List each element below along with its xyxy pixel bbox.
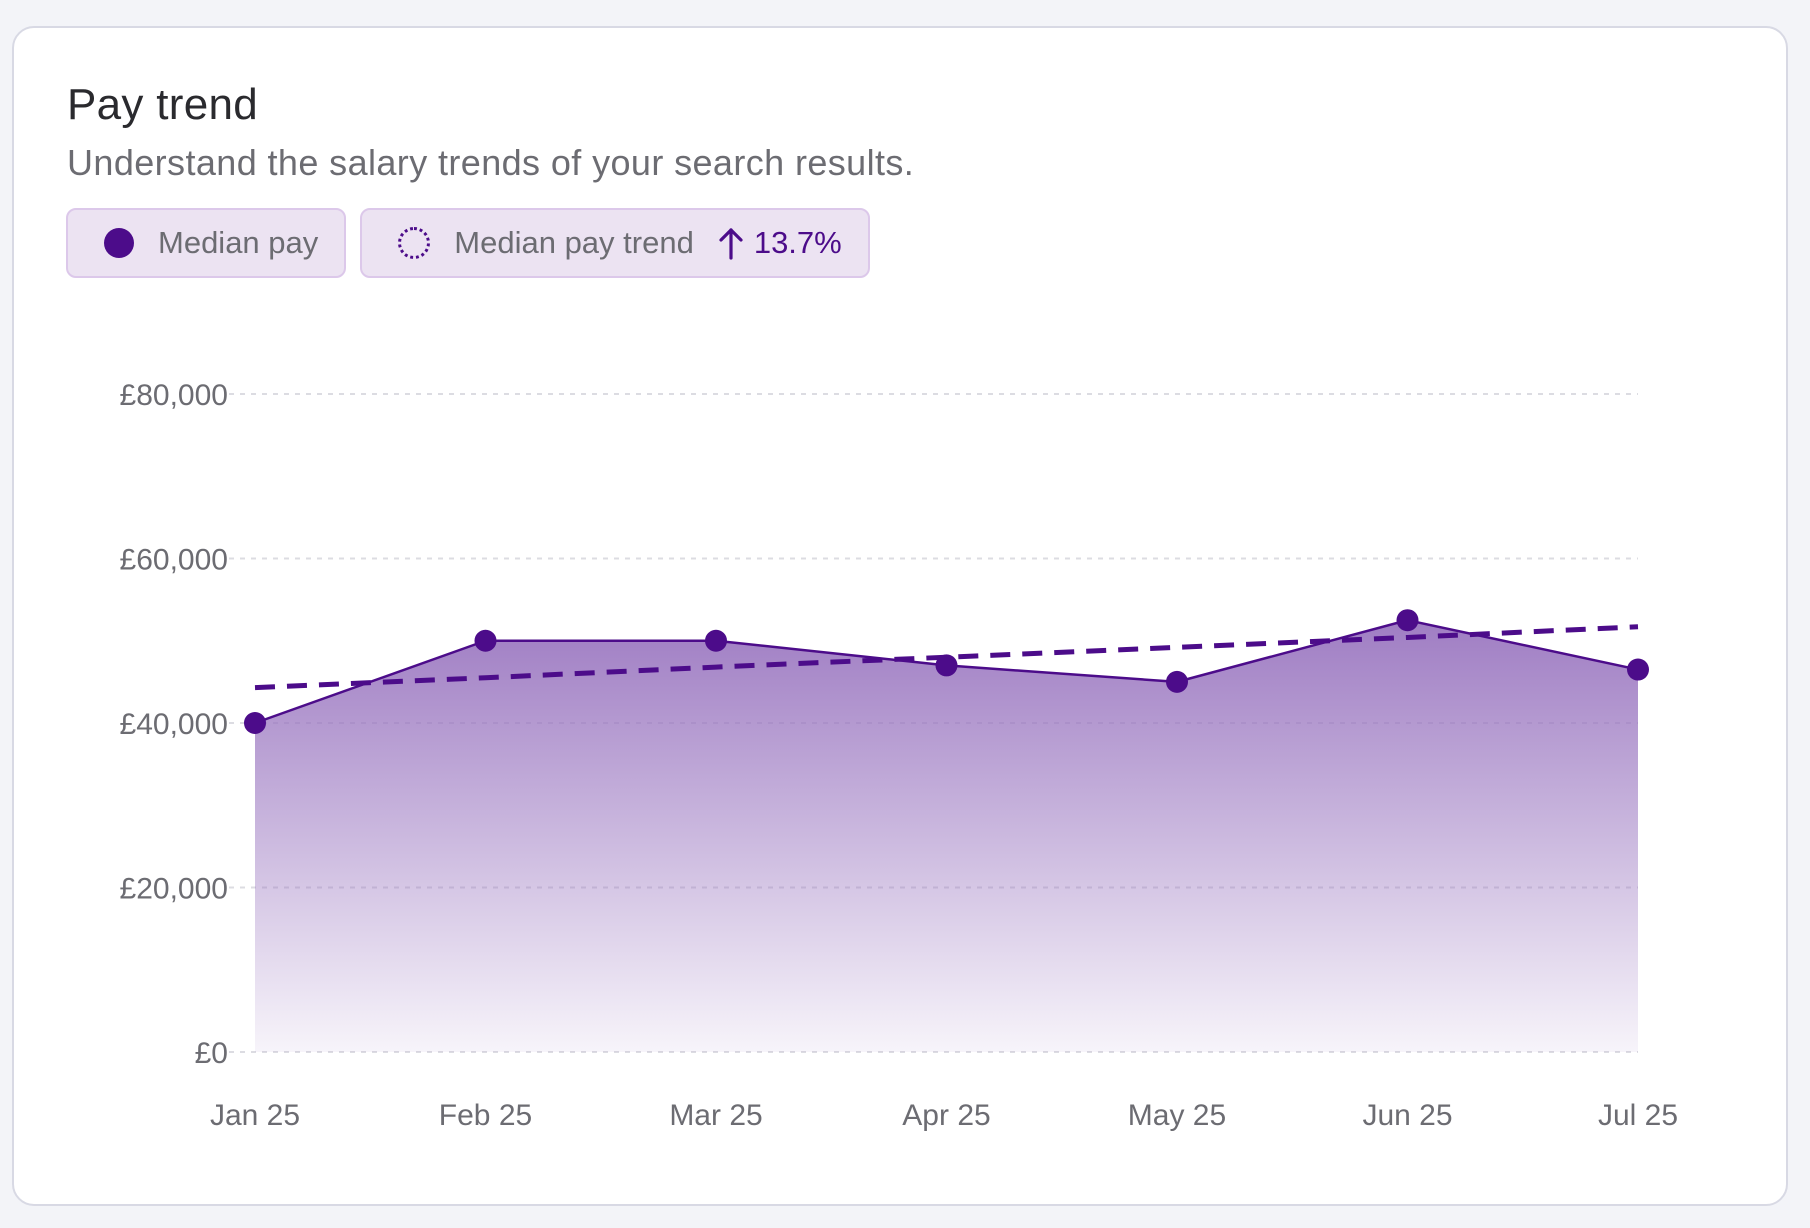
x-tick-label: Apr 25 [902, 1099, 990, 1132]
chart-legend: Median pay Median pay trend 13.7% [66, 208, 870, 278]
card-subtitle: Understand the salary trends of your sea… [67, 142, 915, 183]
median-pay-point [1627, 658, 1649, 681]
x-tick-label: May 25 [1128, 1099, 1226, 1132]
pay-trend-chart: £0 £20,000 £40,000 £60,000 £80,000 Jan 25 Feb … [120, 379, 1678, 1132]
median-pay-point [705, 629, 727, 652]
legend-trend-label: Median pay trend [454, 225, 694, 260]
card-title: Pay trend [67, 80, 259, 129]
y-tick-label: £60,000 [120, 544, 228, 577]
y-tick-label: £0 [195, 1037, 228, 1070]
x-tick-label: Feb 25 [439, 1099, 532, 1132]
median-pay-point [935, 654, 958, 677]
legend-median-pay-label: Median pay [158, 225, 319, 260]
trend-change-value: 13.7% [753, 225, 842, 260]
legend-median-pay-trend[interactable]: Median pay trend 13.7% [360, 208, 870, 278]
x-tick-label: Jun 25 [1362, 1099, 1452, 1132]
median-pay-point [474, 629, 497, 652]
x-tick-label: Jul 25 [1598, 1099, 1678, 1132]
y-tick-label: £80,000 [120, 379, 228, 412]
median-pay-point [1396, 609, 1419, 632]
median-pay-trend-line [254, 624, 1639, 691]
dotted-circle-icon [398, 227, 431, 259]
pay-trend-card: Pay trend Understand the salary trends o… [12, 26, 1788, 1206]
median-pay-point [244, 712, 266, 734]
filled-circle-icon [104, 228, 134, 258]
median-pay-area [255, 620, 1638, 1052]
x-tick-label: Mar 25 [669, 1099, 762, 1132]
y-tick-label: £40,000 [120, 708, 228, 741]
x-tick-label: Jan 25 [210, 1099, 300, 1132]
arrow-up-icon [718, 226, 744, 260]
legend-median-pay[interactable]: Median pay [66, 208, 347, 278]
median-pay-point [1166, 670, 1188, 693]
y-tick-label: £20,000 [120, 873, 228, 906]
